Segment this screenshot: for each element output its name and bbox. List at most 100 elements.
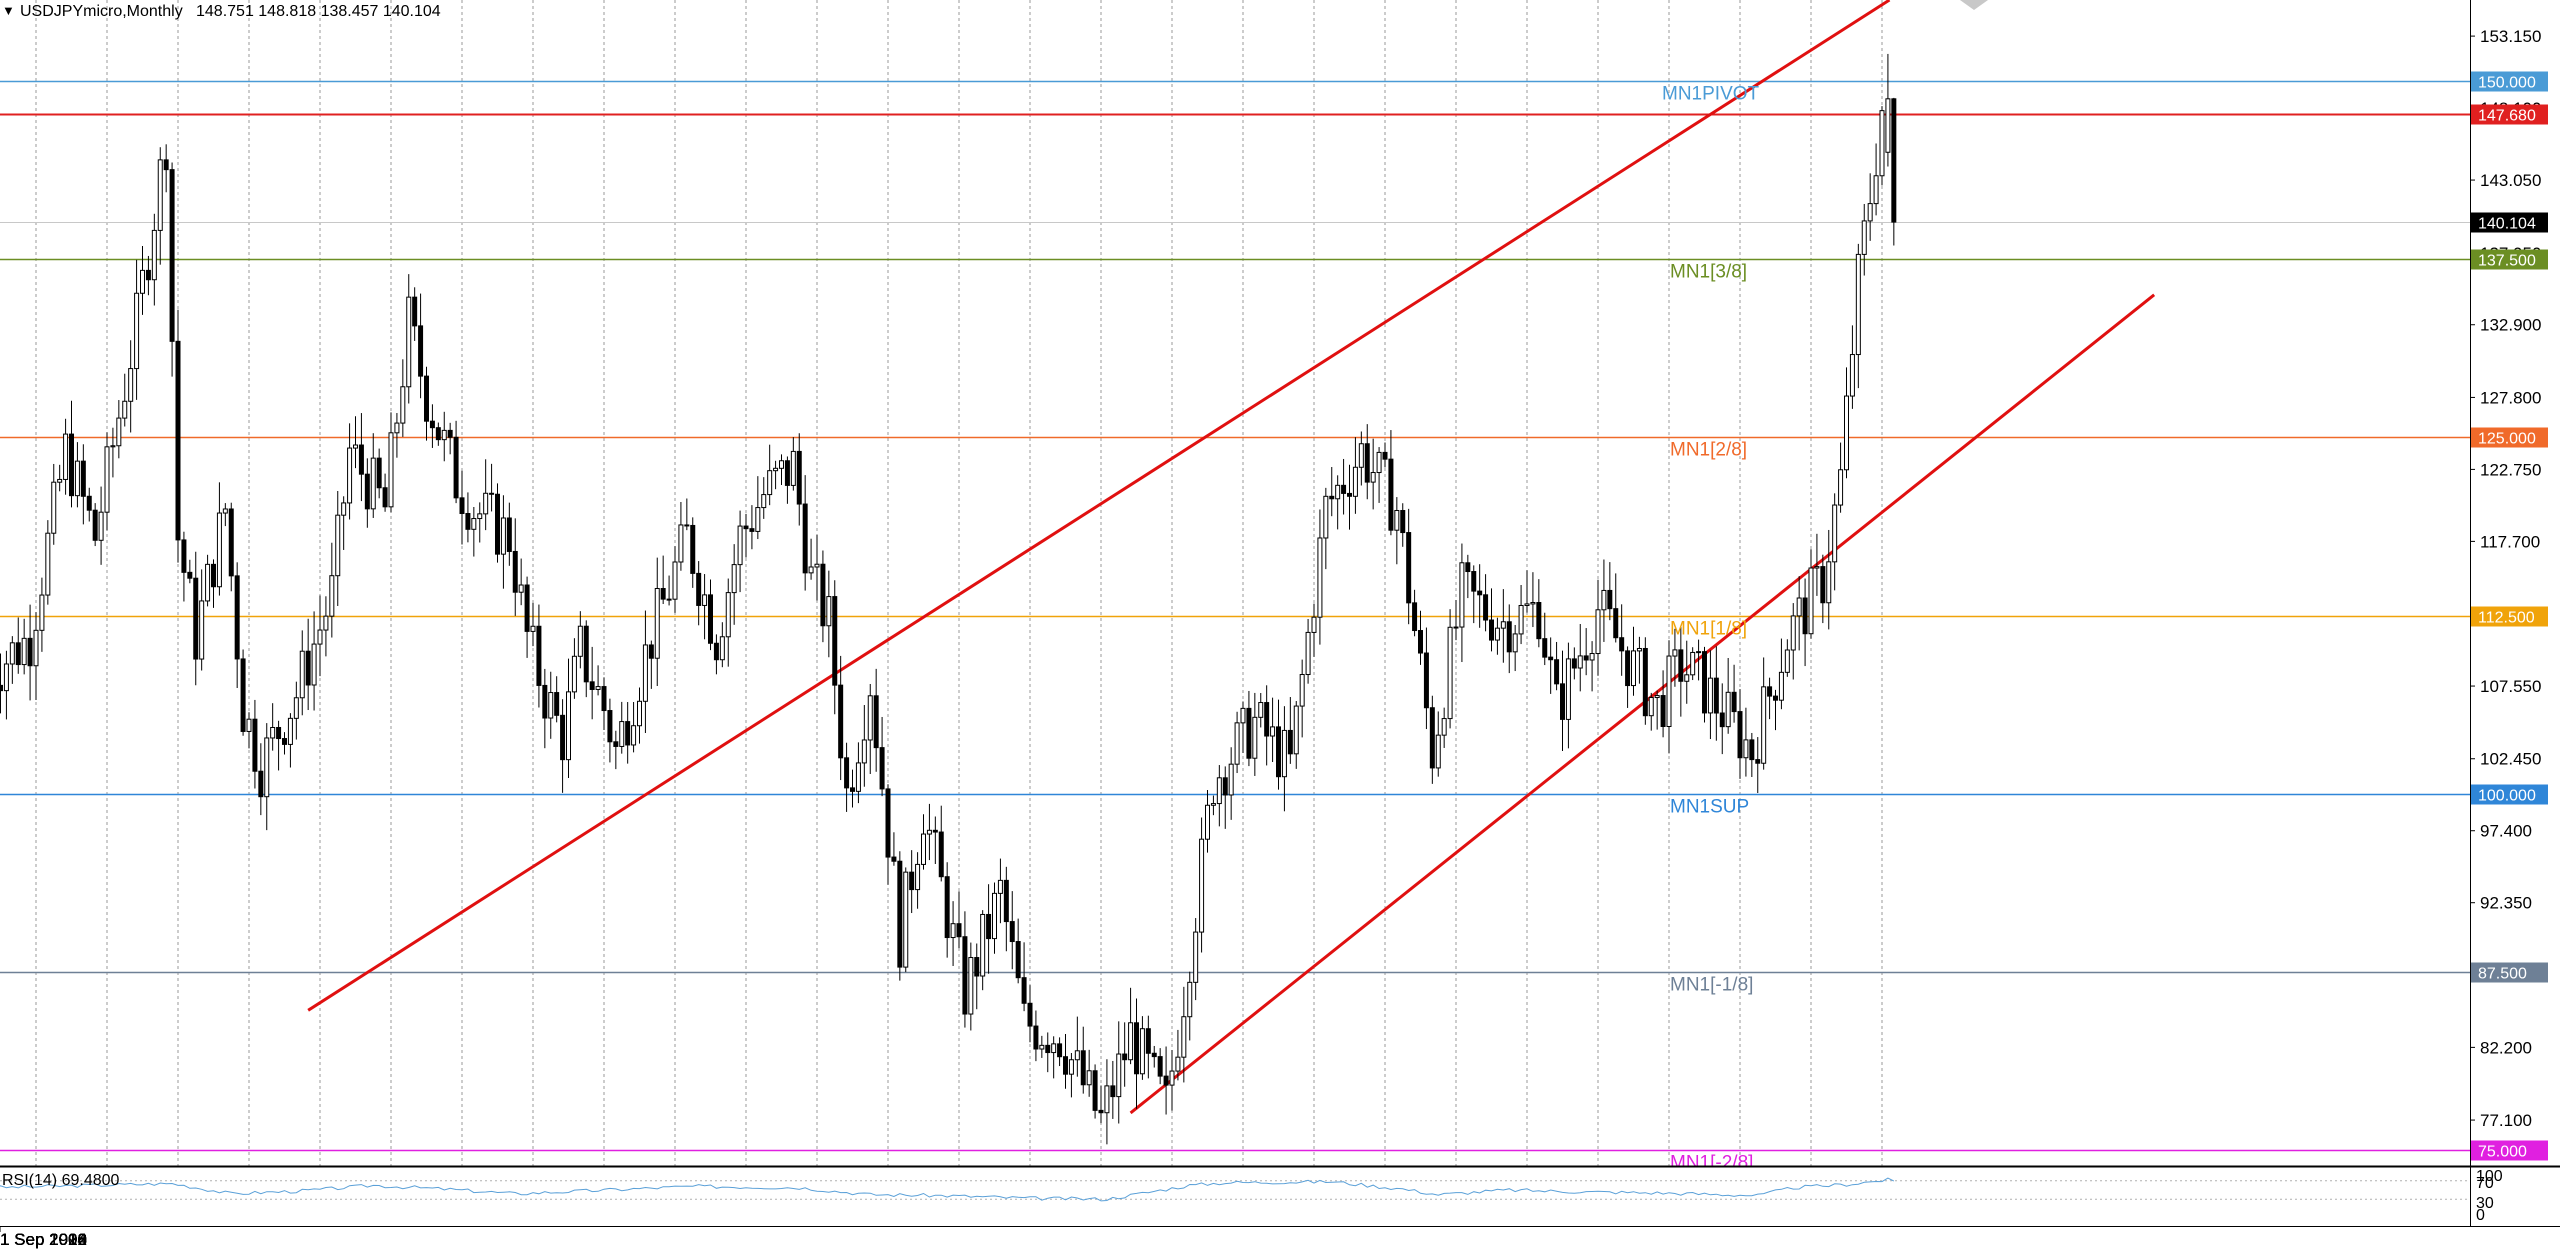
candle-body: [1110, 1085, 1116, 1098]
candle-body: [1666, 655, 1672, 728]
price-axis-label: 143.050: [2480, 171, 2541, 190]
candle-body: [145, 269, 151, 281]
candle-body: [477, 513, 483, 520]
candle-body: [1542, 638, 1548, 658]
candle-body: [589, 681, 595, 690]
time-axis-label: 1 Sep 2020: [0, 1230, 87, 1249]
candle-body: [211, 563, 216, 588]
candle-body: [1104, 1085, 1110, 1114]
candle-body: [1406, 532, 1412, 604]
level-price-tag: [2471, 249, 2548, 270]
candle-body: [400, 386, 406, 424]
chart-menu-arrow-icon[interactable]: ▼: [2, 3, 15, 18]
candle-body: [1021, 977, 1027, 1004]
level-name-label: MN1[-1/8]: [1670, 975, 1753, 996]
candle-body: [388, 432, 394, 508]
candle-body: [39, 594, 45, 631]
trend-channel-lines[interactable]: [307, 0, 2156, 1115]
candle-body: [1713, 677, 1719, 714]
candle-body: [1678, 649, 1684, 682]
candle-body: [1287, 729, 1293, 755]
candle-body: [1228, 763, 1234, 796]
candle-body: [932, 829, 938, 833]
level-name-label: MN1PIVOT: [1662, 84, 1760, 105]
candle-body: [252, 718, 258, 772]
price-axis-label: 127.800: [2480, 388, 2541, 407]
candle-body: [193, 577, 199, 660]
candle-body: [844, 757, 850, 789]
candle-body: [1832, 504, 1838, 563]
candle-body: [234, 575, 240, 660]
candle-body: [406, 296, 412, 388]
candle-body: [1536, 602, 1542, 640]
candle-body: [1619, 637, 1625, 652]
candle-body: [861, 739, 867, 764]
candle-body: [1364, 443, 1370, 483]
candle-body: [1494, 627, 1500, 641]
candle-body: [702, 594, 708, 606]
candle-body: [187, 571, 193, 579]
candle-body: [832, 596, 838, 686]
candle-body: [802, 503, 808, 574]
level-price-tag: [2471, 427, 2548, 448]
candle-body: [743, 525, 749, 530]
scroll-shift-marker-icon[interactable]: [1960, 0, 1988, 10]
candle-body: [1595, 609, 1601, 655]
candle-body: [1530, 602, 1536, 605]
candle-body: [595, 686, 601, 690]
candle-body: [1039, 1044, 1045, 1050]
candle-body: [938, 831, 944, 878]
candle-body: [270, 726, 276, 739]
candle-body: [465, 513, 471, 530]
price-axis-label: 77.100: [2480, 1111, 2532, 1130]
price-tags: 150.000 147.680 137.500 125.000 112.500 100.0…: [2471, 71, 2548, 1161]
candle-body: [364, 473, 370, 510]
candle-body: [992, 892, 997, 940]
candle-body: [98, 511, 104, 541]
candle-body: [749, 528, 755, 532]
candle-body: [1139, 1028, 1145, 1075]
channel-trendline[interactable]: [1129, 293, 2156, 1115]
candle-body: [1690, 651, 1696, 676]
candle-body: [181, 539, 187, 573]
candle-body: [1867, 203, 1873, 222]
candle-body: [1755, 759, 1761, 764]
candle-body: [116, 417, 122, 447]
candle-body: [1352, 466, 1358, 497]
candle-body: [199, 600, 205, 660]
candle-body: [140, 269, 145, 294]
candle-body: [950, 923, 956, 939]
candle-body: [1500, 621, 1506, 629]
candle-body: [1483, 594, 1489, 621]
candle-body: [696, 572, 702, 606]
candle-body: [347, 447, 353, 504]
candle-body: [1281, 729, 1287, 778]
candle-body: [447, 429, 453, 438]
candle-body: [1423, 652, 1429, 709]
candle-body: [1565, 658, 1571, 720]
candle-body: [1719, 712, 1725, 728]
candle-body: [341, 502, 347, 516]
candle-body: [1725, 691, 1731, 728]
candle-body: [885, 788, 891, 858]
candle-body: [542, 684, 548, 719]
candle-body: [1577, 655, 1583, 669]
level-price-tag-text: 87.500: [2478, 966, 2527, 983]
channel-trendline[interactable]: [307, 0, 1891, 1012]
candle-body: [838, 684, 844, 759]
candle-body: [1506, 621, 1512, 653]
rsi-scale-label: 30: [2476, 1195, 2494, 1212]
candle-body: [1654, 695, 1660, 699]
candle-body: [879, 747, 885, 790]
price-axis-label: 117.700: [2480, 532, 2540, 551]
candle-body: [163, 159, 169, 171]
candle-body: [57, 478, 63, 483]
candle-body: [530, 625, 536, 632]
candle-body: [258, 770, 264, 798]
candle-body: [110, 445, 116, 448]
candle-body: [921, 833, 926, 865]
